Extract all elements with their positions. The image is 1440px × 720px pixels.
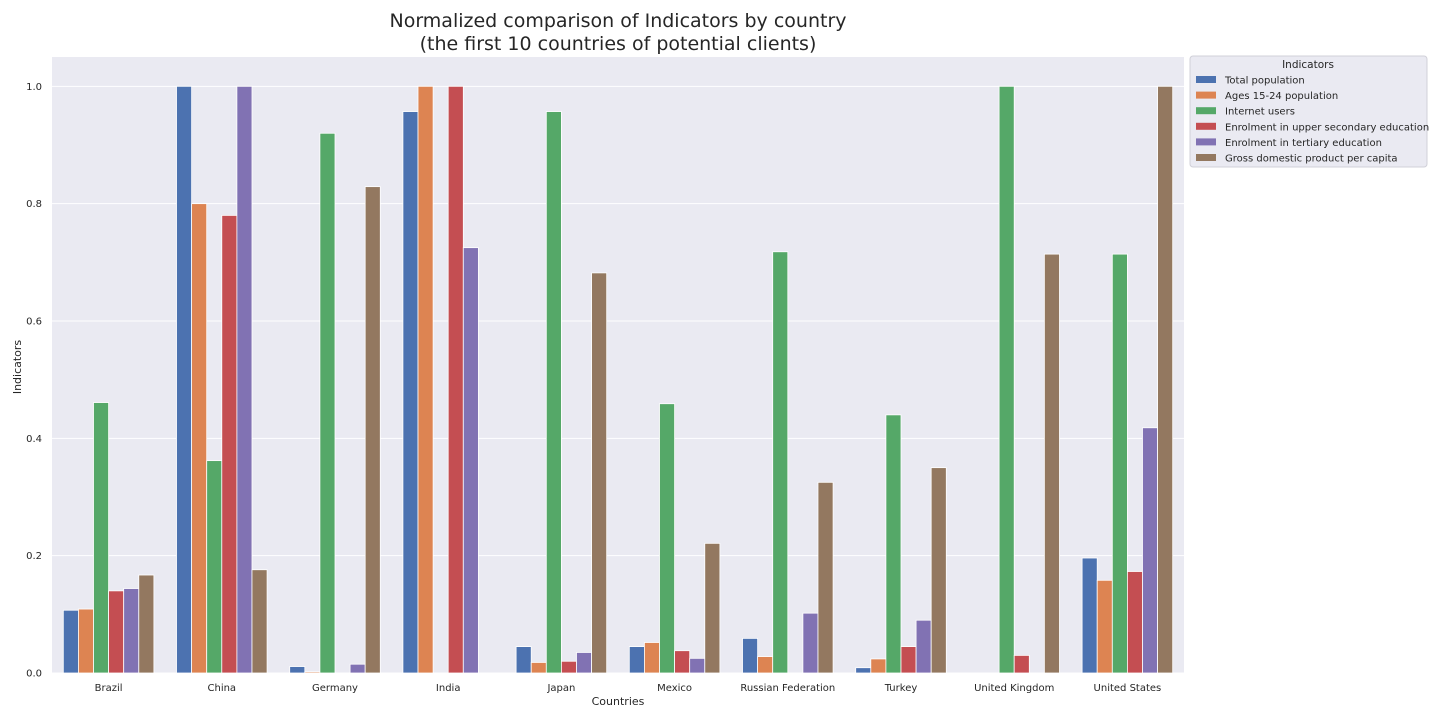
chart-title: Normalized comparison of Indicators by c… <box>389 10 846 32</box>
legend: Indicators Total population Ages 15-24 po… <box>1189 55 1429 168</box>
bar <box>251 569 268 674</box>
bar <box>138 574 155 674</box>
bar <box>561 660 577 674</box>
x-tick-label: Mexico <box>657 683 692 694</box>
legend-swatch <box>1196 122 1216 130</box>
bar <box>1127 571 1143 674</box>
bar <box>545 111 562 674</box>
bar <box>689 657 706 674</box>
x-tick-label: India <box>436 683 461 694</box>
bar <box>802 612 819 674</box>
y-axis-label: Indicators <box>11 340 24 395</box>
bar <box>659 403 675 674</box>
bar <box>221 214 238 674</box>
bar <box>402 111 419 674</box>
bar <box>885 414 902 674</box>
bar <box>319 132 336 674</box>
legend-swatch <box>1196 138 1216 146</box>
x-axis-label: Countries <box>592 695 645 708</box>
x-tick-label: United Kingdom <box>974 683 1054 694</box>
legend-label: Enrolment in tertiary education <box>1225 138 1382 149</box>
bar <box>108 590 125 674</box>
x-tick-label: China <box>208 683 237 694</box>
bar <box>364 186 381 674</box>
y-tick-label: 0.4 <box>26 434 42 445</box>
bar <box>1081 557 1098 674</box>
x-tick-label: Japan <box>546 683 575 694</box>
bar <box>930 467 947 674</box>
legend-title: Indicators <box>1282 59 1334 71</box>
legend-swatch <box>1196 107 1216 115</box>
bar <box>62 609 79 674</box>
legend-label: Internet users <box>1225 107 1295 118</box>
x-tick-label: Russian Federation <box>740 683 835 694</box>
bar <box>462 247 479 674</box>
bar <box>870 658 887 674</box>
bar <box>304 671 321 674</box>
legend-label: Ages 15-24 population <box>1225 91 1338 102</box>
legend-swatch <box>1196 76 1216 83</box>
bar <box>78 608 94 674</box>
bar <box>704 542 721 674</box>
y-tick-label: 0.2 <box>26 551 42 562</box>
bar <box>644 642 660 674</box>
y-tick-label: 0.6 <box>26 317 42 328</box>
bar <box>576 652 592 674</box>
bar <box>591 272 608 674</box>
bar <box>915 619 932 674</box>
chart-subtitle: (the first 10 countries of potential cli… <box>420 33 817 55</box>
bar <box>998 85 1015 674</box>
y-tick-label: 1.0 <box>26 82 42 93</box>
bar <box>900 646 917 674</box>
bar <box>628 646 645 674</box>
x-tick-labels: Brazil China Germany India Japan Mexico Russia… <box>95 683 1162 694</box>
bar <box>757 656 774 674</box>
bar <box>206 460 223 674</box>
bar <box>855 667 872 674</box>
bar <box>1096 579 1113 674</box>
legend-swatch <box>1196 91 1216 99</box>
legend-label: Gross domestic product per capita <box>1225 154 1398 165</box>
bar <box>515 646 532 674</box>
y-tick-label: 0.8 <box>26 199 42 210</box>
y-tick-labels: 0.0 0.2 0.4 0.6 0.8 1.0 <box>26 82 42 680</box>
x-tick-label: United States <box>1094 683 1162 694</box>
bar <box>1043 253 1060 674</box>
bar <box>817 481 834 674</box>
bar <box>1142 427 1158 674</box>
bar <box>530 662 547 674</box>
legend-box <box>1189 55 1428 168</box>
y-tick-label: 0.0 <box>26 669 42 680</box>
bar <box>674 650 691 674</box>
legend-items: Total population Ages 15-24 population Int… <box>1196 76 1429 165</box>
bar <box>1157 85 1174 674</box>
bar <box>289 666 306 674</box>
x-tick-label: Germany <box>312 683 358 694</box>
x-tick-label: Brazil <box>95 683 123 694</box>
bar <box>236 85 253 674</box>
bar <box>447 85 464 674</box>
bar <box>1111 253 1128 674</box>
bar <box>349 663 366 674</box>
legend-label: Total population <box>1224 76 1305 87</box>
bar <box>191 203 208 674</box>
legend-label: Enrolment in upper secondary education <box>1225 122 1429 133</box>
bar <box>742 637 759 674</box>
bar <box>176 85 193 674</box>
bar <box>123 588 140 674</box>
legend-swatch <box>1196 154 1216 161</box>
bar <box>1013 655 1030 674</box>
bar <box>417 85 434 674</box>
bar <box>93 402 110 674</box>
bars <box>62 85 1174 674</box>
x-tick-label: Turkey <box>884 683 918 694</box>
bar <box>772 251 789 674</box>
